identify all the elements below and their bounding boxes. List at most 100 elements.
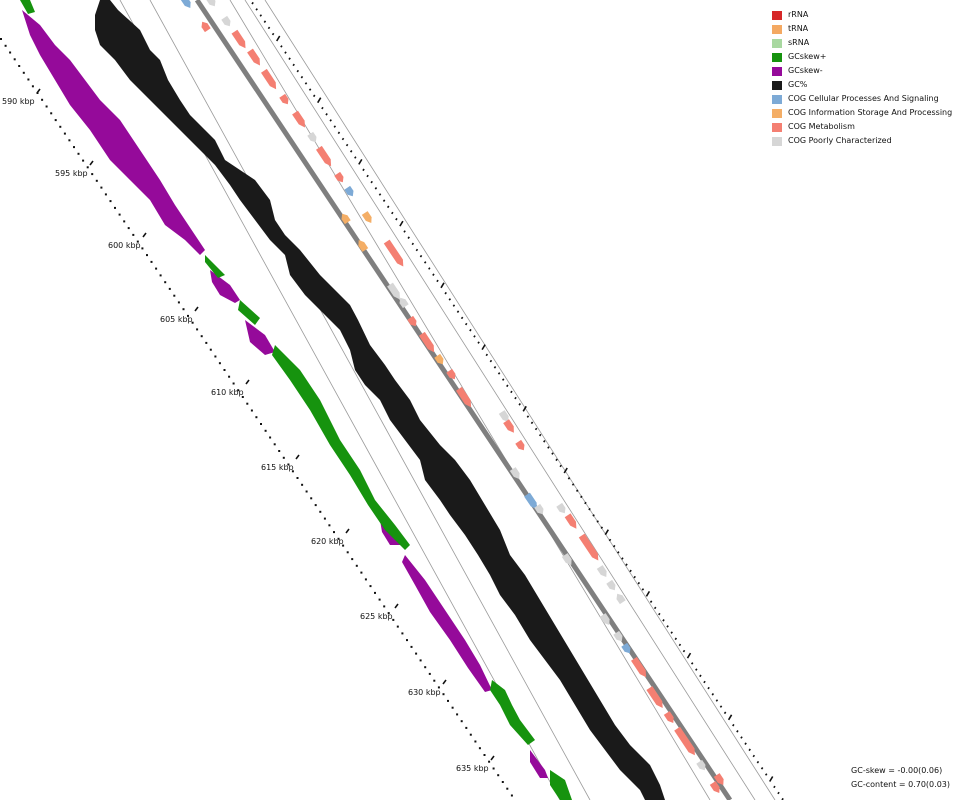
outer-minor-tick <box>715 699 719 702</box>
scale-dot <box>136 240 139 243</box>
outer-minor-tick <box>625 563 628 566</box>
outer-major-tick <box>727 714 733 721</box>
track-guide-lines <box>119 0 776 800</box>
scale-dot <box>260 423 262 425</box>
legend-item: GC% <box>772 78 952 92</box>
outer-minor-tick <box>391 211 394 215</box>
legend-item: sRNA <box>772 36 952 50</box>
outer-minor-tick <box>288 57 291 60</box>
gc-content-stat: GC-content = 0.70(0.03) <box>851 780 950 789</box>
outer-minor-tick <box>325 113 328 116</box>
gene-arrow <box>606 579 616 591</box>
outer-minor-tick <box>374 187 378 190</box>
outer-minor-tick <box>296 69 300 73</box>
scale-dot <box>63 132 66 135</box>
scale-dot <box>401 632 404 635</box>
scale-dot <box>378 598 381 601</box>
scale-dot <box>232 382 235 385</box>
outer-minor-tick <box>304 82 308 85</box>
outer-minor-tick <box>703 680 706 684</box>
outer-minor-tick <box>662 619 665 622</box>
gene-arrow <box>616 593 626 605</box>
outer-minor-tick <box>707 686 710 690</box>
scale-dot <box>150 260 153 263</box>
outer-minor-tick <box>436 279 439 283</box>
scale-dot <box>269 436 272 439</box>
outer-minor-tick <box>674 637 678 641</box>
gene-arrow <box>419 331 435 353</box>
gene-arrow <box>358 240 369 252</box>
gene-arrow <box>503 419 514 433</box>
scale-dot <box>9 51 12 54</box>
outer-minor-tick <box>267 26 271 30</box>
outer-minor-tick <box>292 63 295 67</box>
scale-dot <box>146 254 148 257</box>
scale-dot <box>205 341 208 344</box>
outer-minor-tick <box>300 75 304 79</box>
outer-minor-tick <box>493 366 497 369</box>
outer-minor-tick <box>263 20 267 23</box>
scale-dot <box>497 774 500 777</box>
scale-dot <box>82 159 85 162</box>
gc-skew-positive-band <box>490 680 535 745</box>
gene-arrow <box>307 131 317 143</box>
gene-arrow <box>564 513 577 529</box>
outer-minor-tick <box>682 649 686 653</box>
outer-minor-tick <box>764 773 768 776</box>
outer-minor-tick <box>621 557 624 560</box>
outer-minor-tick <box>501 378 505 381</box>
outer-minor-tick <box>370 180 373 184</box>
legend-swatch <box>772 52 782 62</box>
gc-skew-negative-band <box>245 320 275 355</box>
gene-arrow <box>561 553 572 565</box>
kbp-label: 600 kbp <box>108 241 141 250</box>
outer-major-tick <box>686 652 692 659</box>
legend-label: GC% <box>788 80 808 89</box>
outer-major-tick <box>399 220 404 227</box>
legend-item: GCskew+ <box>772 50 952 64</box>
gene-arrow <box>556 502 566 514</box>
scale-dot <box>264 429 267 432</box>
outer-minor-tick <box>699 674 702 678</box>
gene-arrow <box>180 0 191 8</box>
scale-dot <box>196 328 199 331</box>
outer-minor-tick <box>452 304 456 307</box>
scale-dot <box>31 85 34 88</box>
gc-skew-positive-band <box>272 345 410 550</box>
outer-minor-tick <box>386 205 390 209</box>
gc-skew-negative-band <box>530 750 548 778</box>
outer-minor-tick <box>349 150 353 153</box>
outer-minor-tick <box>456 310 460 313</box>
kbp-label: 615 kbp <box>261 463 294 472</box>
scale-dot <box>273 443 276 446</box>
scale-dot <box>278 450 281 452</box>
outer-minor-tick <box>649 600 653 603</box>
scale-dot <box>18 65 21 67</box>
outer-minor-tick <box>308 88 312 91</box>
kbp-label: 605 kbp <box>160 315 193 324</box>
outer-minor-tick <box>506 384 509 388</box>
scale-major-tick <box>442 679 447 685</box>
outer-minor-tick <box>690 662 694 665</box>
scale-dot <box>237 389 240 392</box>
legend-label: COG Metabolism <box>788 122 855 131</box>
gene-arrow <box>646 686 663 708</box>
gene-arrow <box>696 759 706 771</box>
gc-skew-negative-band <box>402 555 492 692</box>
gene-arrow <box>316 145 332 167</box>
outer-minor-tick <box>366 174 369 178</box>
scale-dot <box>132 233 135 236</box>
outer-minor-tick <box>284 51 287 54</box>
scale-major-tick <box>142 232 147 238</box>
gene-arrow <box>509 467 520 479</box>
legend-label: GCskew- <box>788 66 823 75</box>
scale-dot <box>182 308 185 311</box>
scale-dot <box>187 314 189 317</box>
outer-minor-tick <box>345 143 349 147</box>
scale-dot <box>383 605 386 608</box>
scale-dot <box>218 362 221 365</box>
outer-minor-tick <box>395 217 398 221</box>
outer-minor-tick <box>419 254 423 258</box>
scale-dot <box>460 720 463 723</box>
scale-dot <box>396 625 399 628</box>
